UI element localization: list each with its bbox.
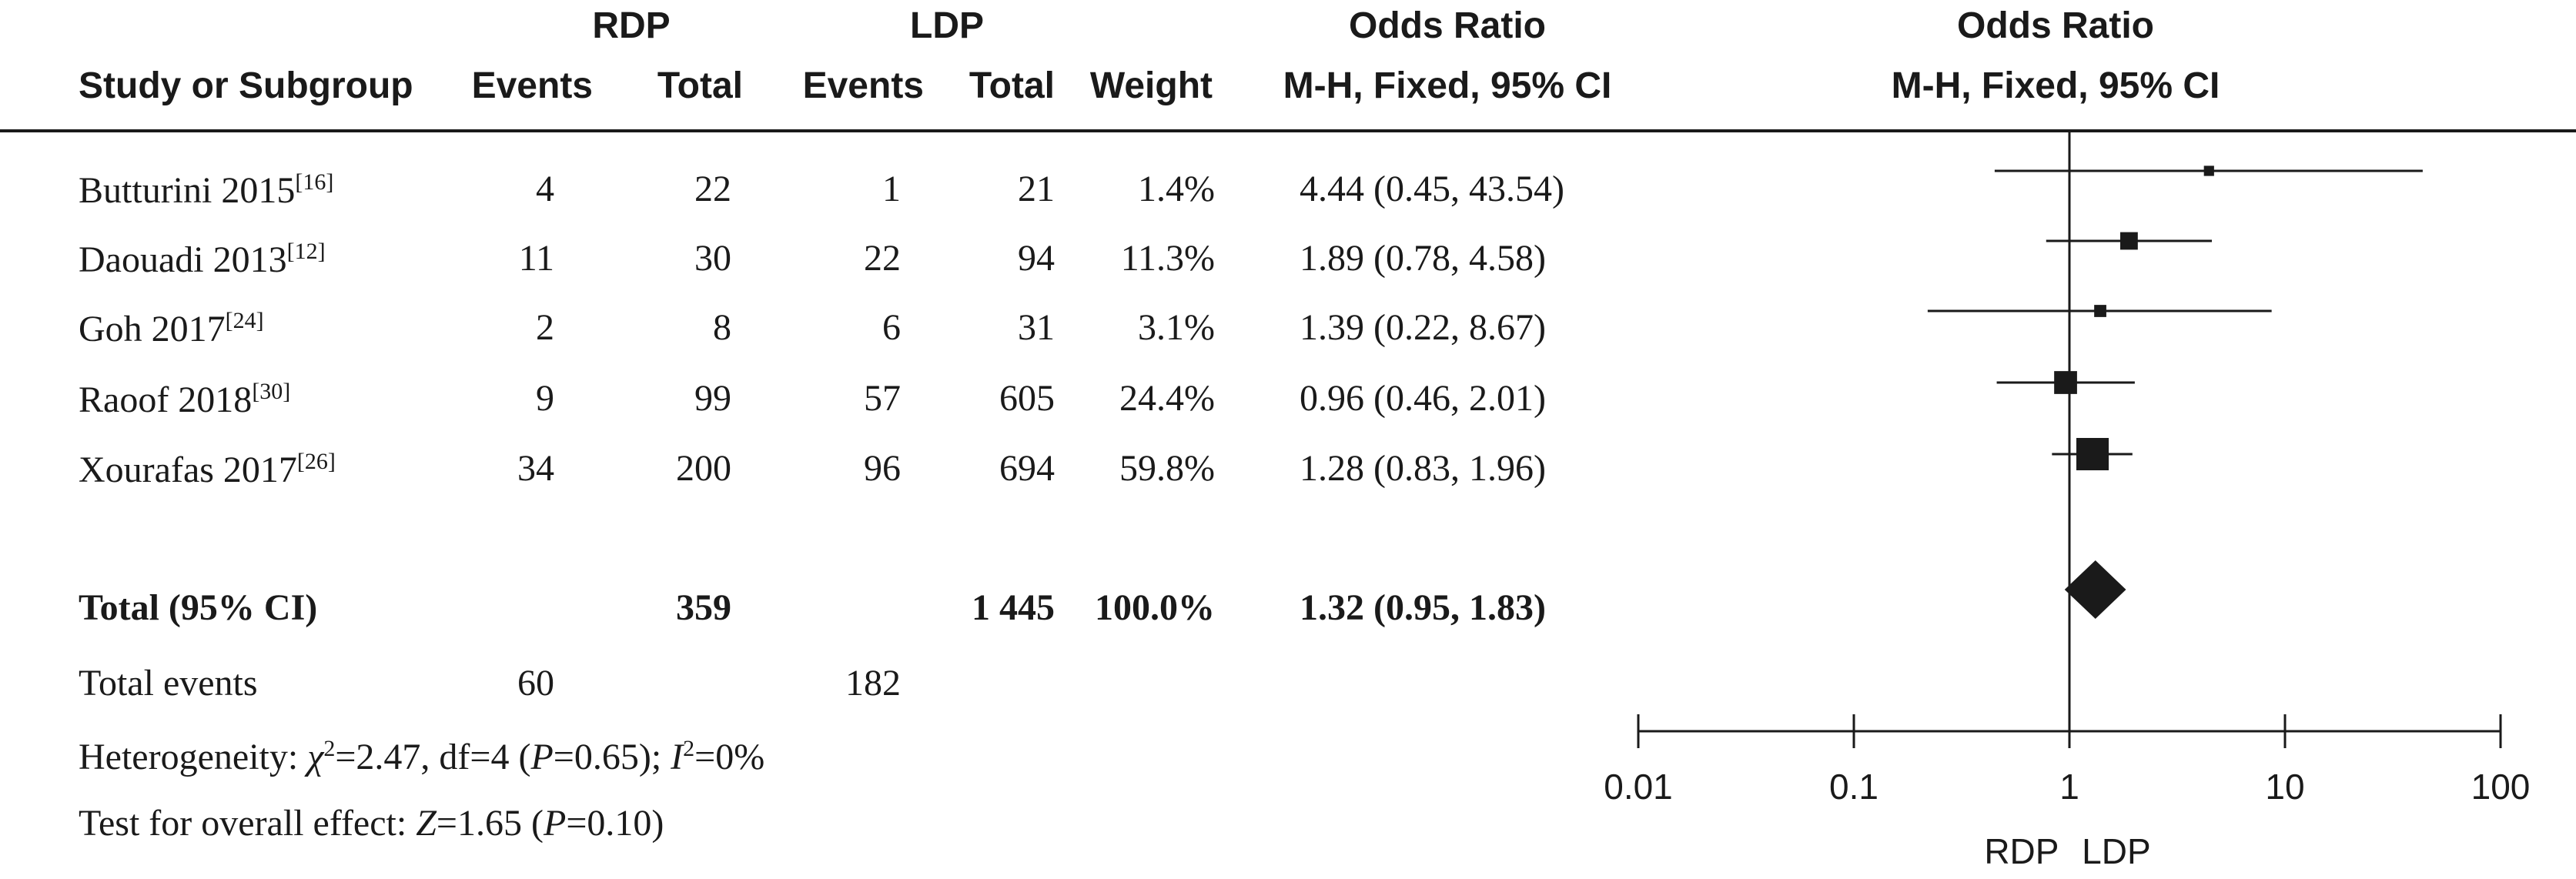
x-tick-label: 10 [2265,767,2304,807]
study-name: Xourafas 2017[26] [79,449,336,490]
study-reference: [30] [252,379,291,404]
rdp-events-cell: 4 [536,169,554,209]
ldp-events-cell: 96 [864,448,901,489]
ldp-events-cell: 57 [864,378,901,419]
ldp-total-cell: 605 [999,378,1055,419]
rdp-events-header: Events [471,65,593,106]
or-column-title: Odds Ratio [1348,5,1546,46]
favours-right-label: LDP [2082,831,2150,871]
ldp-total-cell: 694 [999,448,1055,489]
total-label: Total (95% CI) [79,587,318,628]
group1-header: RDP [592,5,671,46]
study-reference: [24] [225,308,264,333]
ldp-events-cell: 6 [882,307,901,348]
study-reference: [12] [286,239,326,264]
study-marker [2076,437,2109,471]
total-weight: 100.0% [1095,587,1215,628]
rdp-total-cell: 200 [676,448,731,489]
weight-cell: 3.1% [1138,307,1215,348]
ldp-events-header: Events [802,65,924,106]
total-events-ldp: 182 [845,663,901,704]
study-reference: [16] [295,169,334,195]
weight-cell: 11.3% [1120,238,1215,279]
study-name: Butturini 2015[16] [79,169,334,211]
weight-header: Weight [1089,65,1213,106]
weight-cell: 24.4% [1119,378,1215,419]
total-events-rdp: 60 [517,663,554,704]
x-tick-label: 1 [2059,767,2079,807]
overall-effect-text: Test for overall effect: Z=1.65 (P=0.10) [79,803,664,844]
study-marker [2203,165,2214,176]
study-marker [2094,305,2106,317]
total-ci: 1.32 (0.95, 1.83) [1300,587,1546,628]
odds-ratio-ci: 1.89 (0.78, 4.58) [1300,238,1546,279]
study-name: Goh 2017[24] [79,308,264,349]
favours-left-label: RDP [1984,831,2059,871]
rdp-total-cell: 99 [694,378,731,419]
study-name: Daouadi 2013[12] [79,239,326,280]
ldp-total-header: Total [969,65,1055,106]
study-column-header: Study or Subgroup [79,65,413,106]
rdp-total-cell: 8 [713,307,731,348]
rdp-events-cell: 11 [518,238,554,279]
ldp-total-cell: 94 [1018,238,1055,279]
odds-ratio-ci: 1.28 (0.83, 1.96) [1300,448,1546,489]
x-tick-label: 0.1 [1829,767,1878,807]
study-marker [2120,232,2138,250]
x-tick-label: 0.01 [1604,767,1673,807]
total-rdp-total: 359 [676,587,731,628]
group2-header: LDP [910,5,984,46]
rdp-total-cell: 30 [694,238,731,279]
ldp-total-cell: 21 [1018,169,1055,209]
study-marker [2054,371,2077,394]
weight-cell: 1.4% [1138,169,1215,209]
rdp-events-cell: 9 [536,378,554,419]
ldp-events-cell: 1 [882,169,901,209]
odds-ratio-ci: 0.96 (0.46, 2.01) [1300,378,1546,419]
plot-method: M-H, Fixed, 95% CI [1891,65,2220,106]
total-events-label: Total events [79,663,258,704]
rdp-total-header: Total [657,65,743,106]
study-reference: [26] [296,449,336,474]
ldp-total-cell: 31 [1018,307,1055,348]
plot-title: Odds Ratio [1956,5,2154,46]
ldp-events-cell: 22 [864,238,901,279]
x-tick-label: 100 [2471,767,2531,807]
rdp-total-cell: 22 [694,169,731,209]
odds-ratio-ci: 4.44 (0.45, 43.54) [1300,169,1564,209]
rdp-events-cell: 34 [517,448,554,489]
odds-ratio-ci: 1.39 (0.22, 8.67) [1300,307,1546,348]
or-column-method: M-H, Fixed, 95% CI [1283,65,1612,106]
study-name: Raoof 2018[30] [79,379,291,420]
rdp-events-cell: 2 [536,307,554,348]
heterogeneity-text: Heterogeneity: χ2=2.47, df=4 (P=0.65); I… [79,736,765,777]
pooled-diamond [2064,560,2126,619]
total-ldp-total: 1 445 [972,587,1055,628]
weight-cell: 59.8% [1119,448,1215,489]
header-rule [0,129,2576,132]
